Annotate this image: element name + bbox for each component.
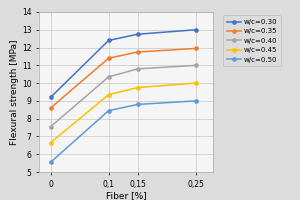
w/c=0.50 [136, 103, 140, 106]
w/c=0.50 [49, 161, 52, 163]
Line: w/c=0.45: w/c=0.45 [49, 81, 198, 145]
w/c=0.45 [136, 86, 140, 89]
w/c=0.45 [49, 141, 52, 144]
w/c=0.45 [194, 82, 197, 84]
w/c=0.35 [194, 47, 197, 50]
w/c=0.40 [194, 64, 197, 67]
w/c=0.40 [136, 68, 140, 70]
Legend: w/c=0.30, w/c=0.35, w/c=0.40, w/c=0.45, w/c=0.50: w/c=0.30, w/c=0.35, w/c=0.40, w/c=0.45, … [224, 15, 281, 66]
w/c=0.35 [49, 107, 52, 109]
w/c=0.35 [136, 51, 140, 53]
w/c=0.40 [49, 125, 52, 128]
w/c=0.30 [107, 39, 110, 42]
Line: w/c=0.50: w/c=0.50 [49, 99, 198, 164]
X-axis label: Fiber [%]: Fiber [%] [106, 191, 146, 200]
w/c=0.50 [194, 100, 197, 102]
Line: w/c=0.40: w/c=0.40 [49, 63, 198, 129]
Y-axis label: Flexural strength [MPa]: Flexural strength [MPa] [10, 39, 19, 145]
Line: w/c=0.35: w/c=0.35 [49, 46, 198, 110]
w/c=0.40 [107, 76, 110, 78]
w/c=0.50 [107, 109, 110, 112]
w/c=0.30 [136, 33, 140, 35]
w/c=0.30 [194, 29, 197, 31]
w/c=0.35 [107, 57, 110, 59]
Line: w/c=0.30: w/c=0.30 [49, 28, 198, 99]
w/c=0.45 [107, 93, 110, 96]
w/c=0.30 [49, 96, 52, 99]
